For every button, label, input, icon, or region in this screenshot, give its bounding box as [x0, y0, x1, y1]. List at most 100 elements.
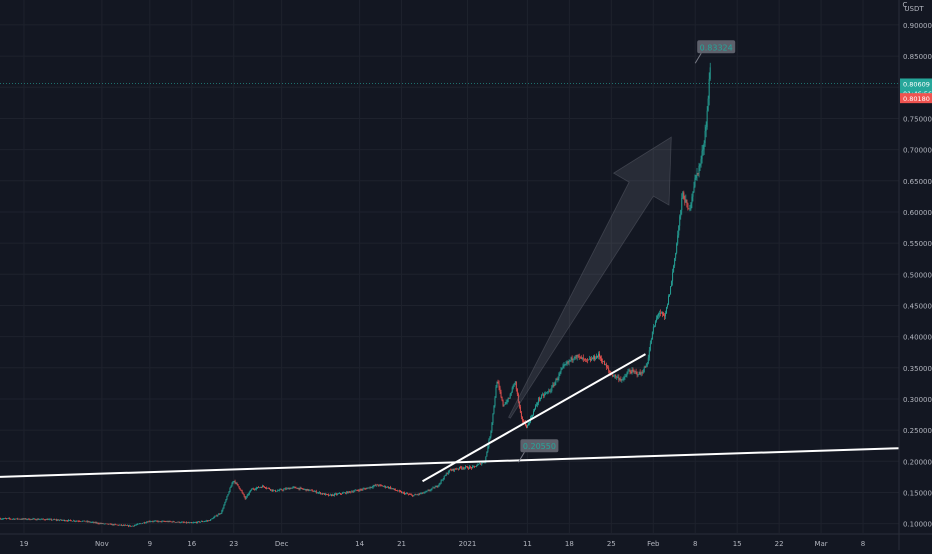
- candle-body: [361, 489, 363, 491]
- candle-body: [410, 494, 412, 496]
- candle-body: [320, 493, 322, 494]
- candle-body: [306, 489, 308, 491]
- candle-body: [481, 463, 483, 465]
- candle-body: [122, 525, 124, 526]
- candle-body: [78, 521, 80, 522]
- candle-body: [645, 365, 647, 368]
- candle-body: [502, 400, 504, 406]
- candle-body: [672, 272, 674, 282]
- candle-body: [20, 519, 22, 520]
- y-tick-label: 0.55000: [903, 240, 932, 248]
- y-tick-label: 0.85000: [903, 53, 932, 61]
- candle-body: [557, 377, 559, 381]
- candle-body: [651, 331, 653, 340]
- candle-body: [591, 358, 593, 360]
- y-tick-label: 0.25000: [903, 427, 932, 435]
- candle-body: [34, 518, 36, 520]
- candle-body: [470, 466, 472, 468]
- candle-body: [160, 521, 162, 522]
- candle-body: [185, 522, 187, 523]
- candle-body: [107, 523, 109, 525]
- candle-body: [524, 422, 526, 426]
- candle-body: [200, 521, 201, 523]
- candle-body: [383, 485, 385, 487]
- candle-body: [57, 519, 59, 521]
- y-axis[interactable]: 0.10000 0.15000 0.20000 0.25000 0.30000 0.350…: [898, 0, 932, 550]
- candle-body: [581, 357, 583, 360]
- candle-body: [665, 313, 666, 317]
- candle-body: [709, 67, 711, 79]
- candle-body: [375, 484, 377, 486]
- candle-body: [504, 403, 506, 405]
- candle-body: [285, 488, 287, 490]
- candle-body: [159, 521, 161, 522]
- candle-body: [336, 493, 338, 495]
- callout-box: [520, 439, 559, 453]
- candle-body: [312, 491, 314, 493]
- candle-body: [459, 466, 461, 468]
- candle-body: [540, 398, 542, 400]
- candle-body: [412, 494, 414, 497]
- y-tick-label: 0.50000: [903, 271, 932, 279]
- candle-body: [512, 384, 514, 388]
- candle-body: [526, 425, 528, 428]
- candle-body: [130, 525, 131, 527]
- candle-body: [617, 376, 619, 378]
- candle-body: [485, 456, 487, 463]
- candle-body: [296, 488, 298, 489]
- candle-body: [72, 521, 74, 522]
- candle-body: [116, 524, 118, 526]
- candle-body: [113, 524, 115, 526]
- candle-body: [95, 522, 97, 524]
- y-tick-label: 0.15000: [903, 489, 932, 497]
- candle-body: [332, 494, 333, 496]
- candle-body: [169, 521, 171, 522]
- candle-body: [660, 313, 661, 314]
- candle-body: [386, 486, 388, 488]
- candle-body: [461, 467, 462, 469]
- candle-body: [176, 522, 178, 523]
- candle-body: [589, 358, 591, 361]
- candle-body: [177, 521, 179, 523]
- candle-body: [592, 356, 594, 359]
- x-tick-label: 14: [355, 540, 364, 548]
- candle-body: [464, 467, 465, 469]
- candle-body: [236, 482, 238, 485]
- candle-body: [564, 364, 566, 365]
- price-callout: 0.20550: [517, 439, 559, 463]
- candle-body: [434, 486, 436, 489]
- candle-body: [457, 468, 459, 470]
- candle-body: [463, 468, 464, 469]
- y-tick-label: 0.65000: [903, 178, 932, 186]
- candle-body: [480, 463, 482, 465]
- candle-body: [269, 488, 271, 490]
- candle-body: [326, 494, 328, 495]
- candle-body: [694, 178, 696, 187]
- x-axis[interactable]: 19 Nov 9 16 23 Dec 14 21 2021 11 18 25 Feb 8 15 22 Mar 8: [0, 533, 932, 548]
- candle-body: [21, 519, 23, 520]
- candle-body: [15, 518, 17, 520]
- candle-body: [100, 523, 102, 524]
- candle-body: [687, 203, 689, 209]
- drawings: [0, 83, 900, 483]
- candle-body: [197, 521, 198, 523]
- candle-body: [341, 493, 343, 495]
- candle-body: [690, 203, 692, 209]
- candle-body: [484, 462, 486, 463]
- candle-body: [28, 518, 30, 520]
- candle-body: [669, 294, 671, 297]
- candle-body: [31, 518, 33, 520]
- candle-body: [44, 519, 46, 521]
- candle-body: [444, 475, 446, 477]
- candle-body: [663, 313, 664, 316]
- candle-body: [620, 379, 622, 381]
- candle-body: [667, 304, 669, 308]
- candle-body: [115, 524, 117, 526]
- candle-body: [482, 462, 484, 464]
- candle-body: [80, 521, 82, 522]
- callout-label: 0.20550: [523, 442, 556, 451]
- candle-body: [111, 524, 113, 525]
- candle-body: [404, 492, 406, 495]
